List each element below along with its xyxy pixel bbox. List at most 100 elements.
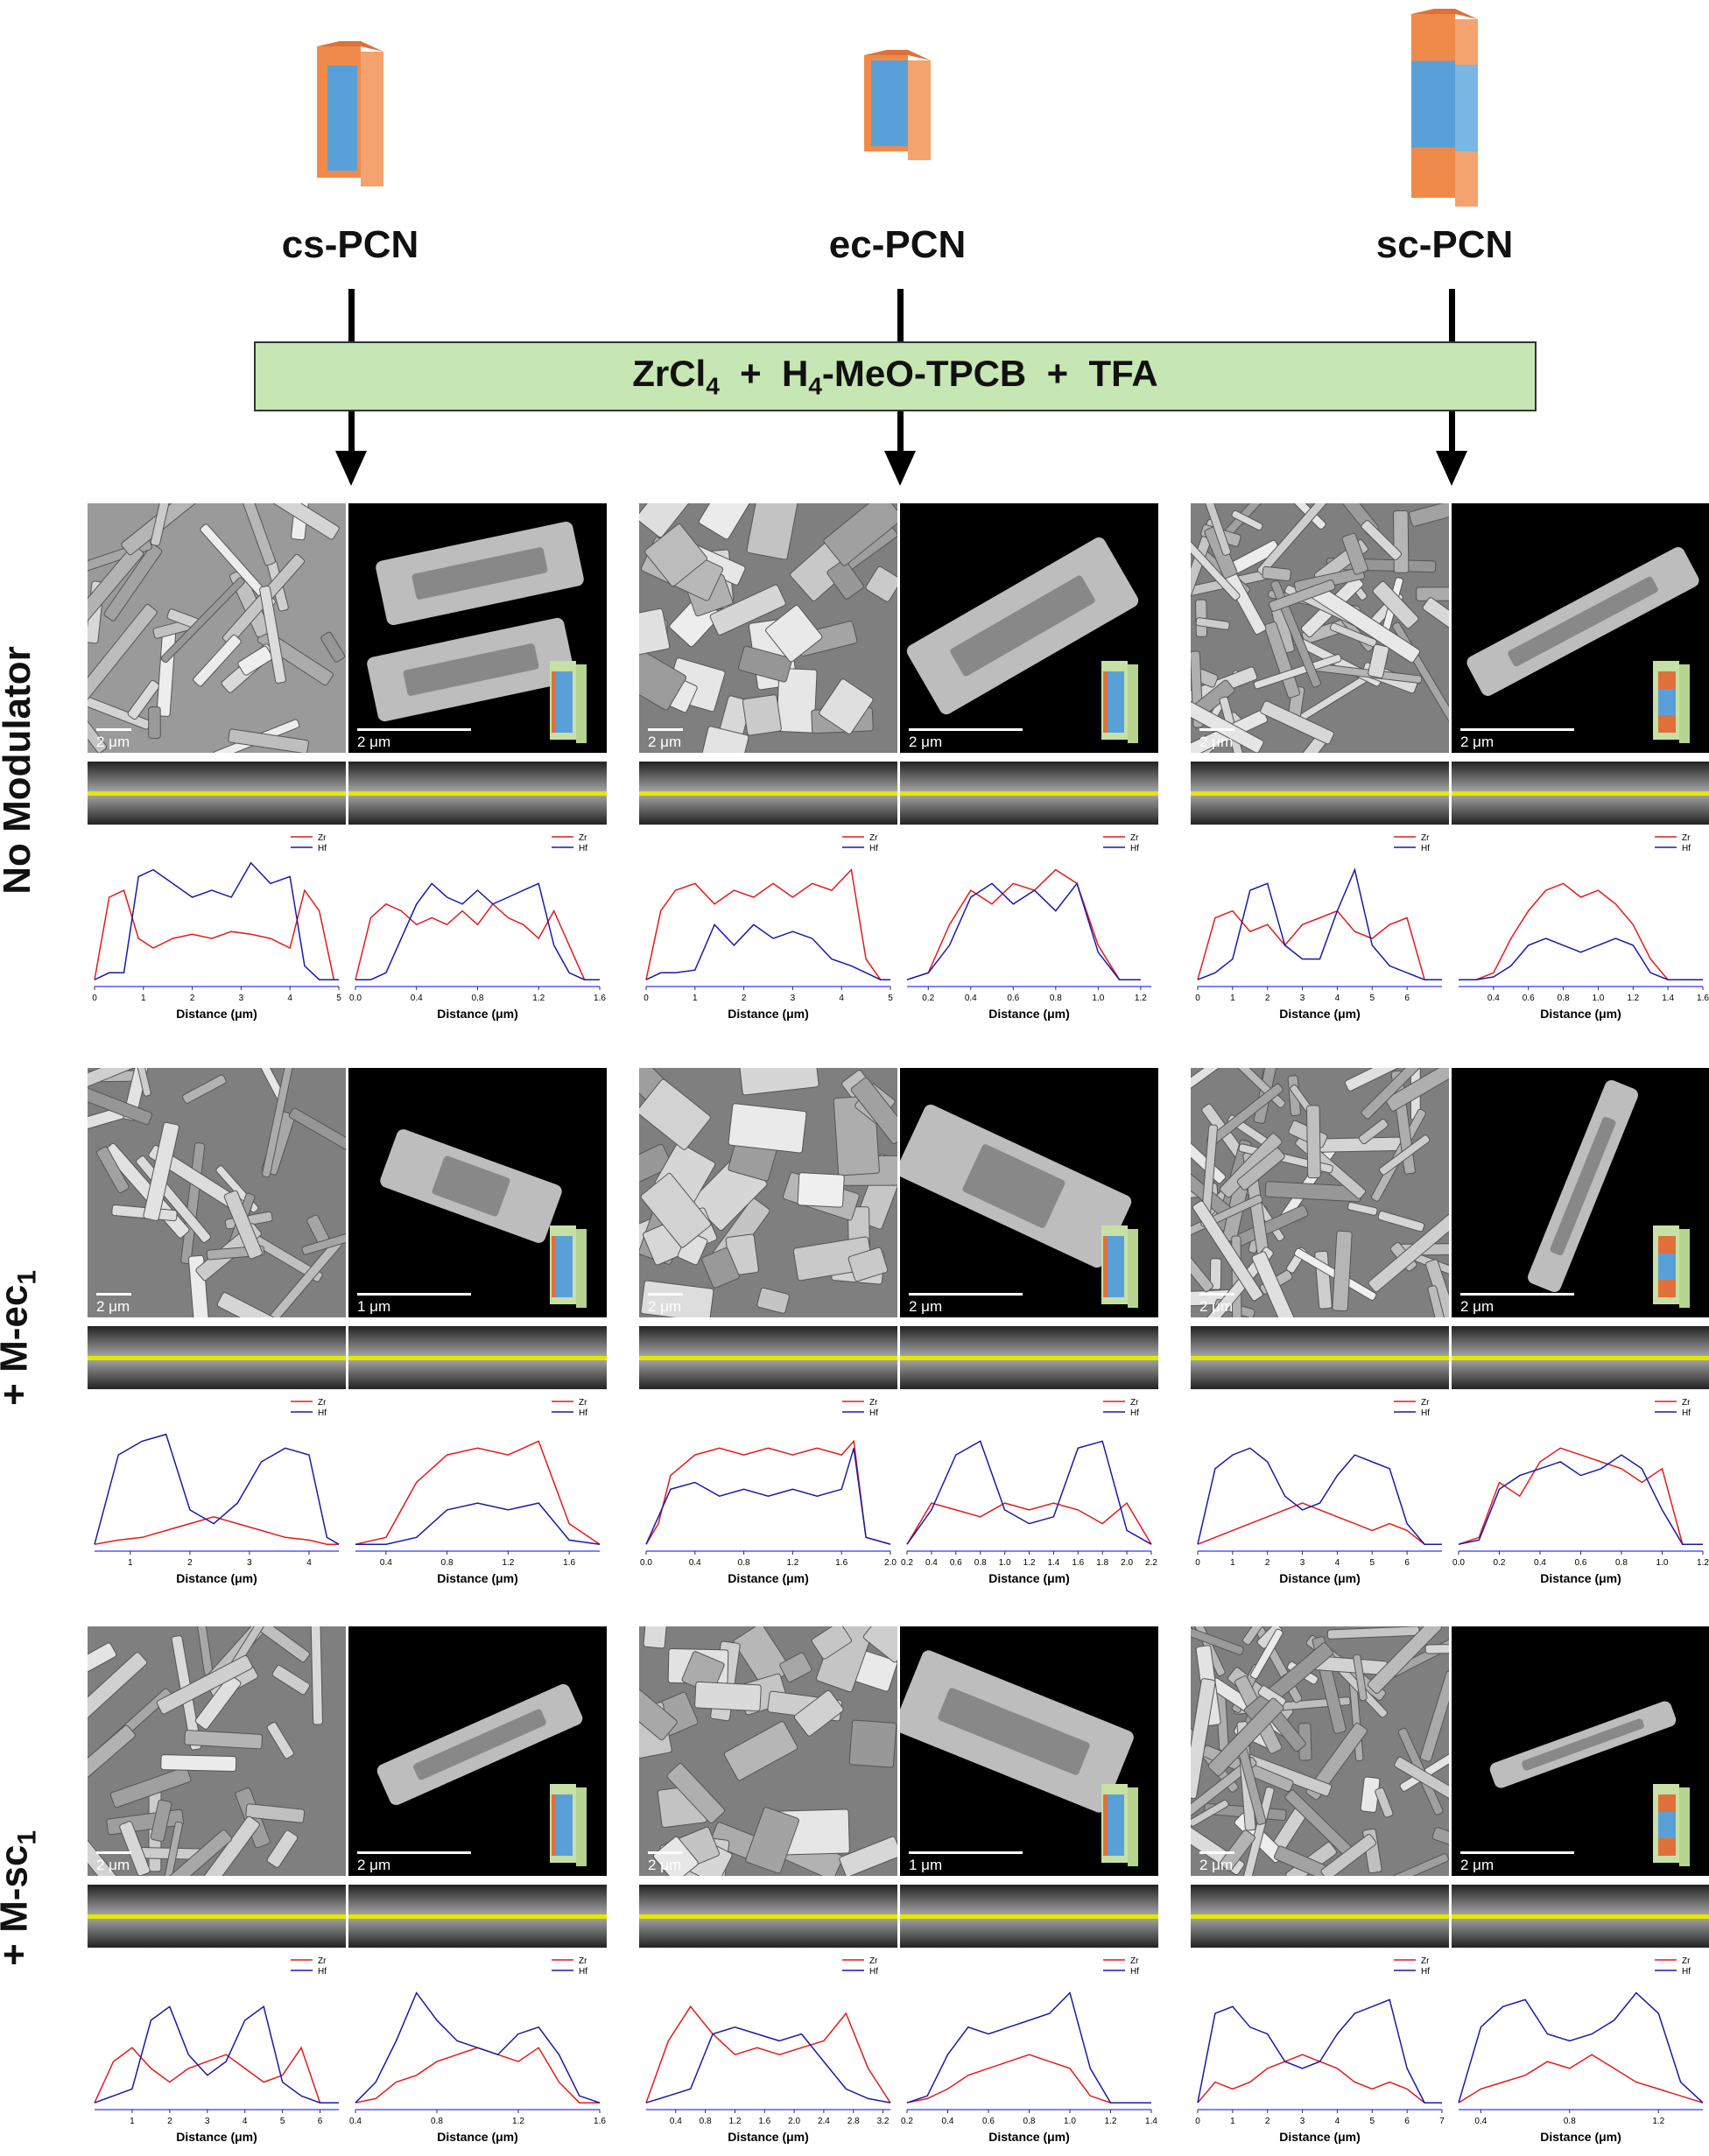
- x-tick-label: 3.2: [877, 2117, 890, 2126]
- crystal-particle: [643, 1626, 668, 1649]
- crystal-particle: [1422, 597, 1449, 636]
- scale-bar-line: [1460, 728, 1574, 731]
- x-axis-label: Distance (μm): [176, 2130, 257, 2144]
- x-tick-label: 3: [1300, 994, 1305, 1003]
- x-tick-label: 1.2: [512, 2117, 524, 2126]
- series-Zr: [906, 868, 1141, 980]
- crystal-particle: [88, 1724, 136, 1787]
- x-tick-label: 2.0: [884, 1558, 897, 1568]
- crystal-particle: [245, 1803, 306, 1823]
- scale-bar-label: 2 μm: [96, 1298, 130, 1315]
- line-profile-plot: 0.4 0.8 1.2 1.6 2.0 2.4 2.8 3.2 Distance (μm) Zr H…: [639, 1955, 897, 2152]
- connector-line-top-1: [897, 289, 904, 341]
- x-tick-label: 0.4: [380, 1558, 392, 1568]
- x-tick-label: 0.2: [922, 994, 934, 1003]
- x-tick-label: 1.2: [1697, 1558, 1709, 1568]
- crystal-particle: [848, 1719, 897, 1768]
- crystal-particle: [640, 1280, 714, 1317]
- crystal-particle: [88, 715, 108, 753]
- reaction-bar: ZrCl4 + H4-MeO-TPCB + TFA: [254, 341, 1537, 411]
- crystal-particle: [1431, 1827, 1449, 1849]
- crystal-particle: [150, 1799, 172, 1843]
- line-profile-plot: 0.0 0.2 0.4 0.6 0.8 1.0 1.2 Distance (μm) Zr Hf: [1452, 1396, 1709, 1593]
- crystal-particle: [819, 678, 874, 734]
- x-axis-label: Distance (μm): [437, 2130, 518, 2144]
- crystal-particle: [320, 631, 346, 663]
- x-tick-label: 1: [1230, 1558, 1235, 1568]
- x-tick-label: 1.6: [563, 1558, 575, 1568]
- crystal-particle: [776, 667, 818, 734]
- legend-label-Hf: Hf: [579, 1967, 587, 1977]
- crystal-particle: [640, 1172, 712, 1248]
- x-tick-label: 0.0: [640, 1558, 652, 1568]
- x-tick-label: 0.6: [1523, 994, 1535, 1003]
- line-profile-chart: 0.4 0.8 1.2 1.6 2.0 2.4 2.8 3.2 Distance (μm) ZrH…: [645, 1956, 891, 2144]
- scale-bar-line: [1199, 1851, 1234, 1854]
- crystal-particle: [1394, 1756, 1449, 1800]
- crystal-particle: [1358, 1119, 1389, 1145]
- crystal-particle: [266, 1829, 299, 1868]
- series-Zr: [94, 2046, 339, 2103]
- micrograph: [639, 1626, 897, 1876]
- x-tick-label: 1.6: [758, 2117, 770, 2126]
- x-tick-label: 0: [1195, 1558, 1200, 1568]
- arrow-down-0: [335, 451, 367, 486]
- scale-bar: 2 μm: [1199, 1851, 1234, 1874]
- crystal-particle: [644, 523, 707, 587]
- row-label-0: No Modulator: [0, 613, 39, 928]
- series-Zr: [1197, 909, 1442, 980]
- legend-label-Zr: Zr: [1682, 1398, 1691, 1408]
- x-tick-label: 1.4: [1047, 1558, 1059, 1568]
- scale-bar-label: 2 μm: [1460, 734, 1494, 750]
- crystal-particle: [88, 1652, 148, 1733]
- series-Hf: [906, 881, 1141, 980]
- scale-bar-label: 2 μm: [648, 1298, 682, 1315]
- x-tick-label: 2: [1265, 1558, 1270, 1568]
- scale-bar: 2 μm: [648, 728, 683, 751]
- linescan-strip: [639, 762, 897, 825]
- x-tick-label: 0.0: [349, 994, 362, 1003]
- row-label-1: + M-ec1: [0, 1233, 42, 1443]
- x-tick-label: 2: [1265, 994, 1270, 1003]
- x-axis-label: Distance (μm): [176, 1007, 257, 1021]
- x-tick-label: 1.2: [1135, 994, 1147, 1003]
- scale-bar-line: [648, 1293, 683, 1296]
- x-tick-label: 6: [1404, 1558, 1410, 1568]
- linescan-strip: [1191, 762, 1449, 825]
- x-tick-label: 0.8: [441, 1558, 454, 1568]
- line-profile-plot: 0 1 2 3 4 5 Distance (μm) Zr Hf: [88, 832, 346, 1029]
- x-tick-label: 1.0: [1092, 994, 1104, 1003]
- crystal-particle: [160, 1754, 237, 1773]
- sem-image: 2 μm: [639, 1068, 897, 1317]
- x-tick-label: 0.8: [1615, 1558, 1628, 1568]
- scale-bar-label: 2 μm: [96, 734, 130, 750]
- series-Zr: [1458, 2054, 1704, 2103]
- x-tick-label: 1.6: [1072, 1558, 1084, 1568]
- linescan-path: [639, 1914, 897, 1919]
- crystal-particle: [1353, 1654, 1368, 1702]
- crystal-particle: [271, 1664, 311, 1696]
- legend-label-Hf: Hf: [869, 1408, 878, 1418]
- legend-label-Hf: Hf: [1682, 1967, 1691, 1977]
- crystal-model-icon-2: [1411, 9, 1478, 207]
- crystal-particle: [109, 1766, 192, 1808]
- crystal-core: [413, 1709, 546, 1780]
- crystal-particle: [1191, 1799, 1229, 1827]
- x-axis-label: Distance (μm): [728, 1007, 809, 1021]
- linescan-strip: [639, 1326, 897, 1389]
- crystal-particle: [1385, 1068, 1449, 1112]
- crystal-model-icon: [1101, 1784, 1138, 1866]
- x-tick-label: 0: [1195, 2117, 1200, 2126]
- scale-bar: 1 μm: [357, 1293, 471, 1316]
- x-tick-label: 2.0: [788, 2117, 800, 2126]
- linescan-path: [1452, 791, 1709, 796]
- legend-label-Zr: Zr: [1682, 833, 1691, 843]
- crystal-particle: [850, 1077, 897, 1145]
- legend-label-Hf: Hf: [1682, 844, 1691, 853]
- x-tick-label: 1.2: [502, 1558, 514, 1568]
- series-Zr: [94, 888, 339, 980]
- column-header-2: sc-PCN: [1375, 223, 1514, 266]
